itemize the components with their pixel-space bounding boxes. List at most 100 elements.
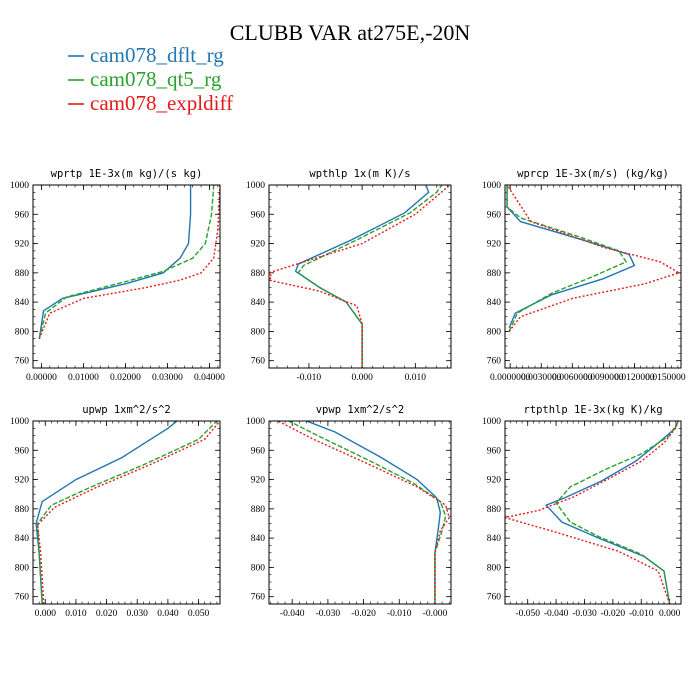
x-tick-label: 0.02000: [110, 373, 141, 383]
x-tick-label: 0.000: [351, 373, 373, 383]
x-tick-label: 0.010: [405, 373, 427, 383]
y-tick-label: 960: [251, 446, 266, 456]
panel-title: rtpthlp 1E-3x(kg K)/kg: [523, 404, 662, 416]
y-tick-label: 920: [15, 476, 30, 486]
x-tick-label: -0.000: [423, 609, 448, 619]
panels-group: wprtp 1E-3x(m kg)/(s kg) 760 800 840 880 920 9…: [10, 168, 686, 619]
y-tick-label: 1000: [10, 417, 29, 427]
y-tick-label: 760: [251, 357, 266, 367]
figure-title: CLUBB VAR at275E,-20N: [230, 20, 471, 45]
y-tick-label: 920: [15, 240, 30, 250]
y-tick-label: 880: [251, 505, 266, 515]
x-tick-label: -0.040: [280, 609, 305, 619]
x-tick-label: -0.010: [629, 609, 654, 619]
x-tick-label: -0.030: [572, 609, 597, 619]
y-tick-label: 760: [15, 593, 30, 603]
x-tick-label: -0.020: [351, 609, 376, 619]
panel-title: wprtp 1E-3x(m kg)/(s kg): [51, 168, 203, 180]
y-tick-label: 1000: [482, 181, 501, 191]
panel-6: rtpthlp 1E-3x(kg K)/kg 760 800 840 880 920 960…: [482, 404, 682, 619]
y-tick-label: 960: [487, 446, 502, 456]
x-tick-label: 0.0000000: [490, 373, 531, 383]
series-line-cam078_expldiff: [38, 185, 220, 339]
series-line-cam078_qt5_rg: [506, 185, 628, 332]
panel-title: wprcp 1E-3x(m/s) (kg/kg): [517, 168, 669, 180]
y-tick-label: 840: [15, 534, 30, 544]
series-line-cam078_qt5_rg: [555, 421, 679, 604]
series-line-cam078_dflt_rg: [35, 421, 178, 604]
series-line-cam078_expldiff: [506, 185, 681, 332]
y-tick-label: 960: [15, 210, 30, 220]
x-tick-label: 0.020: [96, 609, 118, 619]
y-tick-label: 960: [487, 210, 502, 220]
series-line-cam078_dflt_rg: [38, 185, 192, 339]
y-tick-label: 840: [15, 298, 30, 308]
y-tick-label: 760: [15, 357, 30, 367]
x-tick-label: -0.030: [316, 609, 341, 619]
series-line-cam078_dflt_rg: [306, 421, 442, 604]
y-tick-label: 800: [251, 327, 266, 337]
panel-title: wpthlp 1x(m K)/s: [309, 168, 410, 180]
y-tick-label: 920: [251, 240, 266, 250]
y-tick-label: 920: [487, 476, 502, 486]
x-tick-label: 0.00000: [26, 373, 57, 383]
y-tick-label: 880: [15, 269, 30, 279]
y-tick-label: 960: [15, 446, 30, 456]
panel-4: upwp 1xm^2/s^2 760 800 840 880 920 960 1000 0.00…: [10, 404, 221, 619]
y-tick-label: 880: [487, 505, 502, 515]
y-tick-label: 1000: [482, 417, 501, 427]
x-tick-label: 0.000: [35, 609, 57, 619]
panel-frame: [268, 184, 452, 369]
y-tick-label: 760: [487, 357, 502, 367]
panel-frame: [504, 420, 682, 605]
panel-frame: [504, 184, 682, 369]
legend-label-cam078_qt5_rg: cam078_qt5_rg: [90, 67, 222, 91]
panel-5: vpwp 1xm^2/s^2 760 800 840 880 920 960 1000 -0.0…: [246, 404, 452, 619]
y-tick-label: 800: [487, 563, 502, 573]
series-line-cam078_dflt_rg: [294, 185, 430, 368]
x-tick-label: 0.030: [127, 609, 149, 619]
y-tick-label: 1000: [246, 181, 265, 191]
x-tick-label: -0.020: [601, 609, 626, 619]
panel-frame: [32, 184, 221, 369]
y-tick-label: 880: [487, 269, 502, 279]
series-line-cam078_expldiff: [36, 421, 220, 604]
y-tick-label: 840: [487, 298, 502, 308]
series-line-cam078_qt5_rg: [297, 185, 443, 368]
y-tick-label: 1000: [10, 181, 29, 191]
x-tick-label: -0.010: [387, 609, 412, 619]
x-tick-label: 0.0030000: [521, 373, 562, 383]
series-line-cam078_dflt_rg: [544, 421, 679, 604]
x-tick-label: 0.03000: [152, 373, 183, 383]
panel-title: upwp 1xm^2/s^2: [82, 404, 171, 416]
x-tick-label: 0.010: [65, 609, 87, 619]
x-tick-label: 0.050: [188, 609, 210, 619]
x-tick-label: 0.01000: [68, 373, 99, 383]
y-tick-label: 800: [15, 563, 30, 573]
series-line-cam078_qt5_rg: [38, 185, 215, 339]
x-tick-label: -0.010: [297, 373, 322, 383]
series-line-cam078_expldiff: [269, 185, 451, 368]
y-tick-label: 840: [487, 534, 502, 544]
panel-2: wpthlp 1x(m K)/s 760 800 840 880 920 960 1000 -0…: [246, 168, 452, 383]
y-tick-label: 960: [251, 210, 266, 220]
series-line-cam078_qt5_rg: [36, 421, 218, 604]
y-tick-label: 840: [251, 534, 266, 544]
x-tick-label: -0.050: [515, 609, 540, 619]
panel-title: vpwp 1xm^2/s^2: [316, 404, 405, 416]
y-tick-label: 760: [251, 593, 266, 603]
x-tick-label: 0.0120000: [614, 373, 655, 383]
x-tick-label: 0.040: [157, 609, 179, 619]
series-line-cam078_dflt_rg: [506, 185, 636, 329]
y-tick-label: 880: [251, 269, 266, 279]
y-tick-label: 800: [251, 563, 266, 573]
y-tick-label: 800: [15, 327, 30, 337]
y-tick-label: 800: [487, 327, 502, 337]
panel-frame: [268, 420, 452, 605]
legend-label-cam078_expldiff: cam078_expldiff: [90, 91, 233, 115]
x-tick-label: 0.000: [659, 609, 681, 619]
panel-frame: [32, 420, 221, 605]
y-tick-label: 880: [15, 505, 30, 515]
x-tick-label: 0.0150000: [645, 373, 686, 383]
